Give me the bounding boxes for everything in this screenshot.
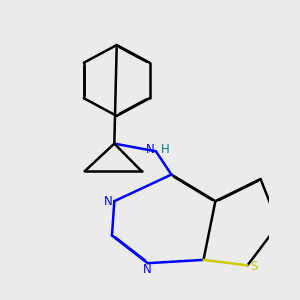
Text: N: N [146,143,155,156]
Text: N: N [143,263,152,276]
Text: S: S [250,260,258,273]
Text: N: N [103,195,112,208]
Text: H: H [161,143,170,156]
